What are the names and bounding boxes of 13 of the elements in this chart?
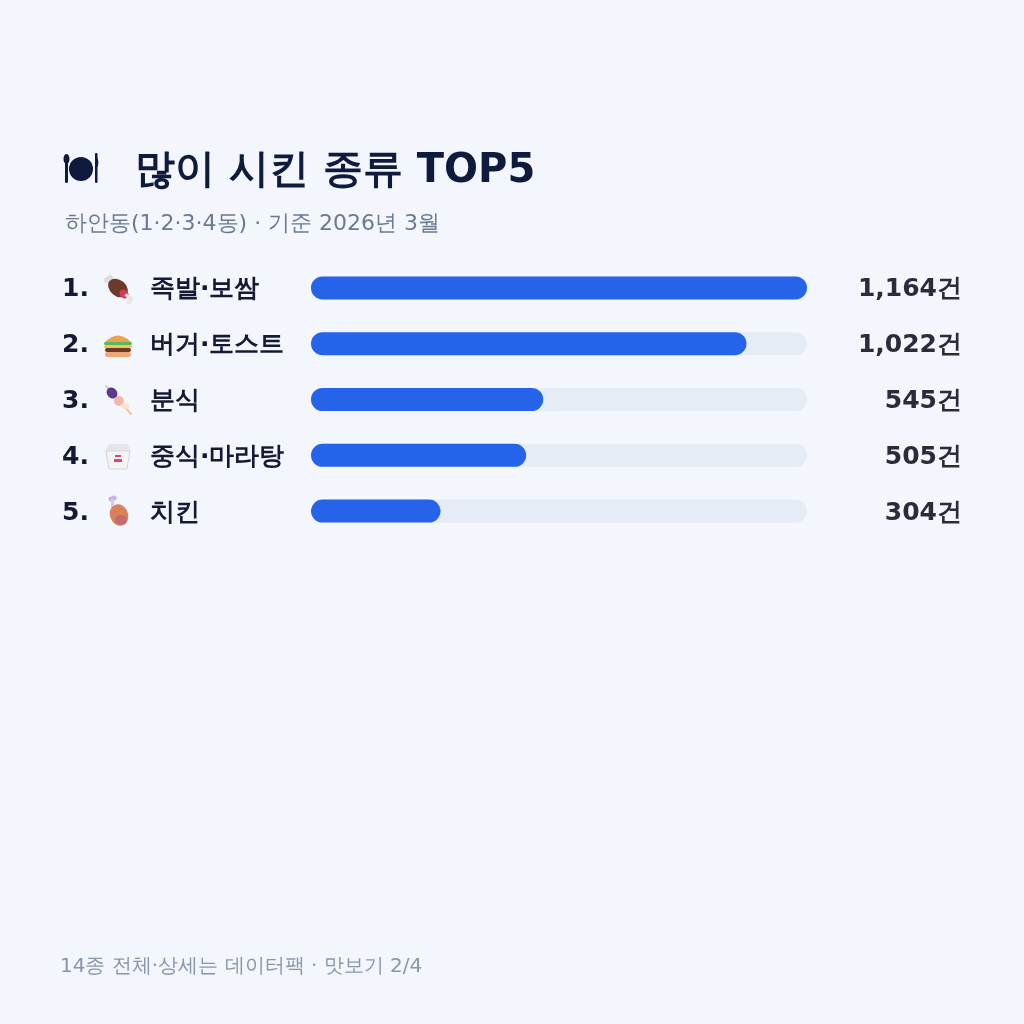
category-label: 4. 중식·마라탕 — [62, 440, 285, 470]
chart-title: 많이 시킨 종류 TOP5 — [135, 145, 536, 191]
data-label: 505건 — [884, 440, 962, 470]
data-label: 304건 — [884, 496, 962, 526]
chart-subtitle: 하안동(1·2·3·4동) · 기준 2026년 3월 — [65, 209, 441, 235]
category-label: 5. 치킨 — [62, 496, 200, 526]
category-label: 3. 분식 — [62, 385, 200, 414]
data-label: 1,022건 — [857, 329, 962, 359]
data-label: 545건 — [884, 385, 962, 414]
text: 14종 전체·상세는 데이터팩 · 맛보기 2/4 — [60, 953, 423, 977]
category-label: 1. 족발·보쌈 — [62, 273, 260, 303]
data-label: 1,164건 — [857, 273, 962, 303]
category-label: 2. 버거·토스트 — [62, 329, 285, 359]
